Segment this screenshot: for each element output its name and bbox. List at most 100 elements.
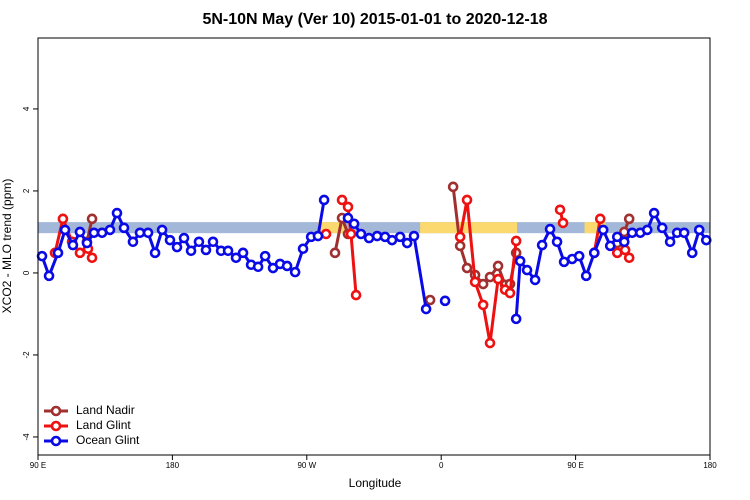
data-point (222, 245, 234, 257)
data-point (252, 261, 264, 273)
legend-label: Land Nadir (76, 403, 135, 417)
data-point (648, 207, 660, 219)
y-tick-label: -2 (22, 351, 31, 359)
data-point (43, 270, 55, 282)
x-tick-label: 90 W (297, 461, 316, 470)
x-axis-label: Longitude (349, 476, 402, 490)
data-point (510, 313, 522, 325)
data-point (554, 204, 566, 216)
data-point (469, 276, 481, 288)
data-point (348, 218, 360, 230)
data-point (149, 247, 161, 259)
data-point (408, 230, 420, 242)
data-point (529, 274, 541, 286)
data-point (237, 247, 249, 259)
data-point (259, 250, 271, 262)
data-point (185, 245, 197, 257)
x-tick-label: 0 (439, 461, 444, 470)
data-point (111, 207, 123, 219)
x-tick-label: 180 (703, 461, 717, 470)
y-tick-label: 2 (22, 188, 31, 193)
data-point (510, 235, 522, 247)
data-point (297, 243, 309, 255)
data-point (230, 252, 242, 264)
data-point (320, 228, 332, 240)
data-point (504, 287, 516, 299)
data-point (700, 234, 712, 246)
data-point (36, 250, 48, 262)
legend-label: Land Glint (76, 418, 131, 432)
data-point (363, 232, 375, 244)
x-tick-label: 180 (166, 461, 180, 470)
data-point (611, 231, 623, 243)
data-point (477, 278, 489, 290)
data-point (686, 247, 698, 259)
data-point (312, 230, 324, 242)
data-point (693, 224, 705, 236)
data-point (551, 236, 563, 248)
data-point (342, 212, 354, 224)
data-point (345, 228, 357, 240)
data-point (193, 236, 205, 248)
data-point (57, 213, 69, 225)
data-point (281, 260, 293, 272)
data-point (329, 247, 341, 259)
data-point (401, 237, 413, 249)
reference-band (38, 222, 710, 234)
data-point (623, 252, 635, 264)
x-tick-label: 90 E (567, 461, 583, 470)
data-point (461, 262, 473, 274)
data-point (171, 241, 183, 253)
data-point (355, 228, 367, 240)
data-point (394, 231, 406, 243)
data-point (164, 234, 176, 246)
data-point (342, 201, 354, 213)
data-point (461, 194, 473, 206)
data-point (118, 222, 130, 234)
data-point (573, 250, 585, 262)
data-point (142, 227, 154, 239)
data-point (200, 244, 212, 256)
data-point (664, 236, 676, 248)
data-point (74, 226, 86, 238)
data-point (594, 213, 606, 225)
data-point (656, 222, 668, 234)
y-tick-label: -4 (22, 433, 31, 441)
y-tick-label: 0 (22, 270, 31, 275)
data-point (336, 194, 348, 206)
data-point (492, 260, 504, 272)
data-point (678, 227, 690, 239)
data-point (59, 224, 71, 236)
data-point (588, 247, 600, 259)
series-line (40, 199, 708, 319)
data-point (52, 247, 64, 259)
band-highlight (318, 222, 346, 234)
y-axis-label: XCO2 - MLO trend (ppm) (0, 179, 14, 314)
data-point (67, 239, 79, 251)
data-point (521, 264, 533, 276)
legend-marker (50, 435, 62, 447)
band-highlight (584, 222, 606, 234)
x-tick-label: 90 E (30, 461, 46, 470)
data-point (641, 224, 653, 236)
data-point (350, 289, 362, 301)
data-point (439, 295, 451, 307)
data-point (81, 237, 93, 249)
data-point (484, 337, 496, 349)
data-point (86, 213, 98, 225)
legend-label: Ocean Glint (76, 433, 140, 447)
data-point (104, 224, 116, 236)
data-point (604, 240, 616, 252)
legend-marker (50, 420, 62, 432)
data-point (557, 217, 569, 229)
data-point (318, 194, 330, 206)
data-point (536, 239, 548, 251)
data-point (289, 266, 301, 278)
data-point (477, 299, 489, 311)
data-point (492, 273, 504, 285)
data-point (618, 236, 630, 248)
data-point (127, 236, 139, 248)
legend-marker (50, 405, 62, 417)
data-point (207, 236, 219, 248)
